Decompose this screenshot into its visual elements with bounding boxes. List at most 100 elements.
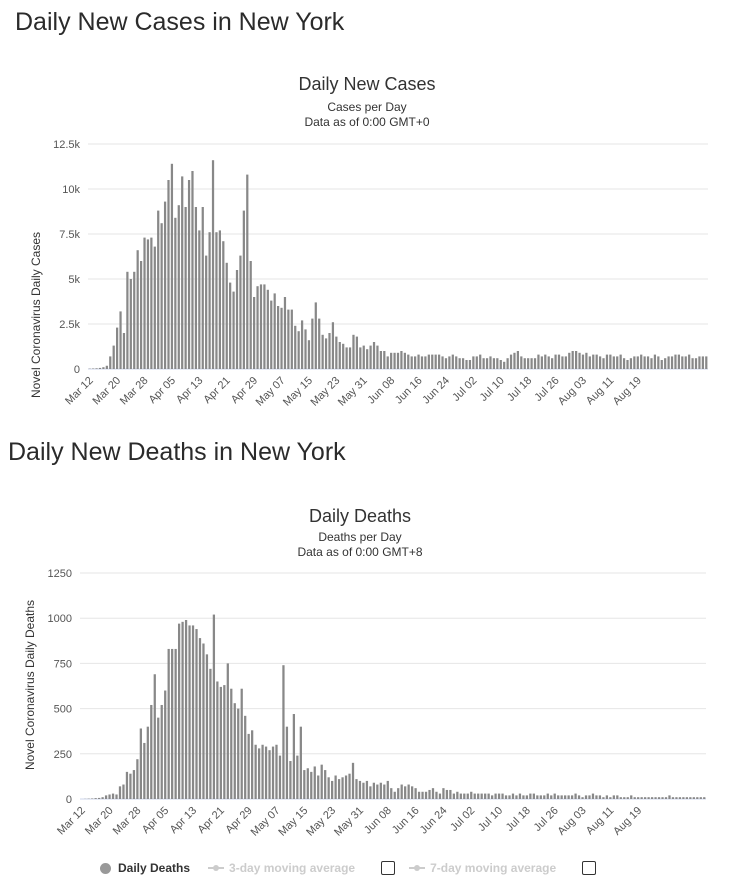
chart-title: Daily Deaths [309,506,411,526]
bar [376,345,379,369]
daily-deaths-chart: Daily Deaths Deaths per Day Data as of 0… [23,506,706,839]
bar [465,360,468,369]
bar [560,795,563,799]
bar [92,368,95,369]
bar [126,271,129,369]
bar [626,797,629,799]
x-tick-label: May 31 [332,805,366,839]
bar [456,791,459,799]
bar [396,352,400,369]
bar [574,793,577,799]
bar [105,365,108,369]
y-tick-label: 7.5k [59,229,80,241]
bar [581,354,585,369]
bar [414,788,417,799]
bar [592,354,595,369]
bar [334,775,337,799]
bar [208,232,211,369]
chart-legend: Daily Deaths 3-day moving average 7-day … [100,858,610,878]
bar [664,797,668,799]
bar [355,336,359,369]
x-tick-label: Jun 16 [390,805,422,837]
legend-7-day-average[interactable]: 7-day moving average [409,861,556,875]
chart-subtitle: Deaths per Day [318,530,401,544]
legend-3-day-average[interactable]: 3-day moving average [208,861,355,875]
x-tick-label: Mar 12 [63,375,96,408]
bar [216,681,219,799]
bar [688,354,691,369]
bar [383,351,386,369]
bar [280,307,283,369]
bar [118,786,122,799]
bar [410,356,413,369]
grid-lines [80,572,706,800]
bar [306,768,309,799]
bar [585,352,588,369]
bar [619,797,622,799]
bar [143,742,146,799]
x-tick-label: May 23 [308,375,342,409]
bar [304,329,307,369]
bar [157,210,160,369]
bar [525,795,529,799]
legend-daily-deaths[interactable]: Daily Deaths [100,861,190,875]
bar-series [88,160,708,369]
bar [233,703,236,799]
bar [701,356,704,369]
bar [675,797,678,799]
bar [475,356,478,369]
x-tick-label: Mar 20 [91,375,124,408]
legend-label: 7-day moving average [430,861,557,875]
bar [232,291,235,369]
3-day-average-checkbox[interactable] [381,861,396,875]
y-tick-label: 750 [54,658,72,670]
bar [570,795,574,799]
bar [362,782,365,799]
bar [198,638,202,799]
7-day-average-checkbox[interactable] [582,861,597,875]
bar [501,793,504,799]
x-tick-label: Aug 11 [584,375,617,408]
bar [452,793,455,799]
bar [623,797,626,799]
bar [247,733,250,799]
x-tick-label: Apr 05 [140,805,171,836]
bar [386,780,389,799]
bar [664,358,667,369]
bar [94,798,97,799]
bar [468,360,472,369]
y-tick-label: 0 [66,794,72,806]
bar [568,352,571,369]
bar [150,704,153,799]
bar [424,356,427,369]
bar [595,354,598,369]
bar [393,791,396,799]
bar [191,625,195,799]
bar [320,764,323,799]
bar [292,714,296,799]
bar [225,262,228,369]
bar [146,726,149,799]
bar [605,795,609,799]
bar [300,320,304,369]
bar [331,322,335,369]
y-axis-title: Novel Coronavirus Daily Cases [29,232,43,398]
bar [515,795,518,799]
x-tick-label: May 15 [281,375,315,409]
bar [187,180,191,369]
bar [657,797,661,799]
bar [143,237,146,369]
y-tick-label: 250 [54,749,72,761]
bar [98,367,102,369]
bar [129,279,132,369]
bar [352,334,355,369]
bar [584,795,588,799]
bar [379,782,382,799]
bar [661,797,664,799]
bar [473,793,476,799]
bar [170,163,174,369]
bar [251,730,254,799]
y-axis-title: Novel Coronavirus Daily Deaths [23,600,37,770]
bar [285,726,289,799]
